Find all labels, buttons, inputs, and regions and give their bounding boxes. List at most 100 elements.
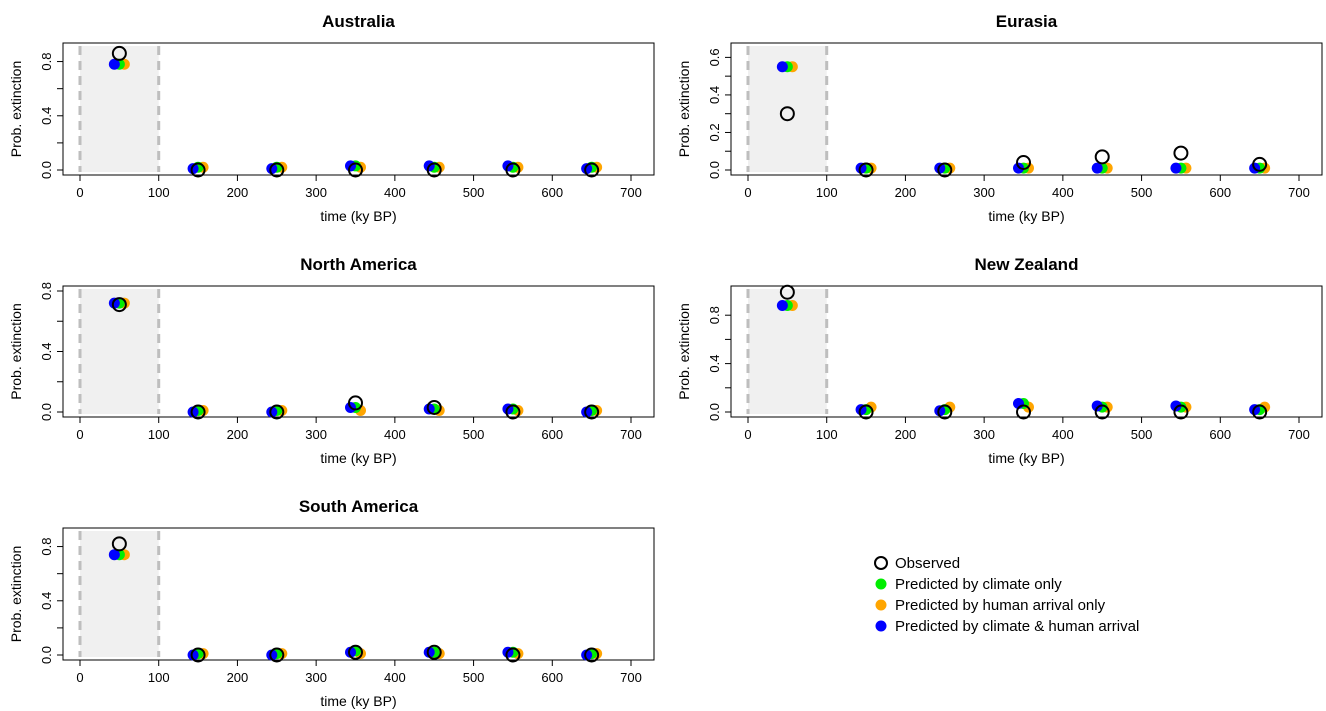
observed-point (348, 162, 363, 178)
y-axis-label: Prob. extinction (8, 61, 24, 158)
y-tick-label: 0.4 (39, 342, 54, 360)
x-tick-label: 200 (895, 427, 917, 442)
observed-point (505, 404, 521, 420)
observed-point (937, 162, 953, 178)
panel-eurasia: Eurasia 0 100 200 300 400 500 600 700 time (ky BP… (676, 12, 1323, 224)
observed-point (190, 647, 206, 663)
predicted-by-climate-human-arrival-point (776, 61, 788, 73)
predicted-by-climate-human-arrival-point (266, 406, 278, 418)
x-axis-label: time (ky BP) (320, 693, 396, 709)
panel-title: South America (299, 497, 419, 516)
plot-frame (730, 42, 1323, 176)
observed-point (111, 45, 127, 61)
plot-frame (62, 527, 655, 661)
y-tick-label: 0.6 (707, 48, 722, 66)
x-tick-label: 600 (541, 670, 563, 685)
x-tick-label: 0 (76, 185, 83, 200)
x-tick-label: 200 (227, 427, 249, 442)
y-tick-label: 0.4 (707, 86, 722, 104)
x-tick-label: 300 (305, 427, 327, 442)
x-tick-label: 300 (305, 670, 327, 685)
legend-label: Predicted by climate only (895, 576, 1062, 593)
x-tick-label: 600 (1209, 185, 1231, 200)
observed-point (584, 404, 600, 420)
predicted-by-climate-human-arrival-point (855, 162, 867, 174)
x-tick-label: 300 (305, 185, 327, 200)
observed-point (1094, 149, 1110, 165)
predicted-by-climate-human-arrival-point (187, 163, 199, 175)
legend-label: Observed (895, 555, 960, 572)
x-axis-label: time (ky BP) (320, 208, 396, 224)
observed-point (111, 297, 127, 313)
x-tick-label: 300 (973, 185, 995, 200)
predicted-by-climate-human-arrival-point (581, 163, 593, 175)
x-tick-label: 100 (816, 185, 838, 200)
y-axis-label: Prob. extinction (676, 61, 692, 158)
legend: Observed Predicted by climate only Predict… (874, 555, 1139, 635)
panel-title: Eurasia (996, 12, 1058, 31)
x-tick-label: 700 (620, 670, 642, 685)
y-tick-label: 0.0 (39, 646, 54, 664)
y-tick-label: 0.8 (39, 538, 54, 556)
y-tick-label: 0.0 (707, 161, 722, 179)
x-tick-label: 0 (76, 427, 83, 442)
y-tick-label: 0.0 (707, 403, 722, 421)
observed-point (937, 404, 953, 420)
predicted-by-climate-human-arrival-point (934, 162, 946, 174)
x-tick-label: 600 (541, 185, 563, 200)
x-tick-label: 100 (148, 670, 170, 685)
y-axis-label: Prob. extinction (8, 546, 24, 643)
x-tick-label: 500 (1131, 427, 1153, 442)
x-tick-label: 700 (620, 427, 642, 442)
x-tick-label: 700 (1288, 427, 1310, 442)
observed-point (111, 536, 127, 552)
x-tick-label: 300 (973, 427, 995, 442)
x-tick-label: 100 (816, 427, 838, 442)
x-tick-label: 600 (541, 427, 563, 442)
x-tick-label: 400 (384, 670, 406, 685)
observed-point (779, 106, 795, 122)
x-tick-label: 400 (384, 185, 406, 200)
observed-point (858, 162, 874, 178)
observed-point (426, 399, 442, 415)
x-axis-label: time (ky BP) (988, 450, 1064, 466)
x-tick-label: 400 (384, 427, 406, 442)
legend-label: Predicted by climate & human arrival (895, 618, 1139, 635)
panel-title: Australia (322, 12, 395, 31)
panel-south-america: South America 0 100 200 300 400 500 600 700 time … (8, 497, 655, 709)
y-tick-label: 0.0 (39, 403, 54, 421)
y-tick-label: 0.0 (39, 161, 54, 179)
observed-point (1252, 404, 1268, 420)
predicted-by-climate-human-arrival-point (581, 649, 593, 661)
observed-point (1094, 404, 1110, 420)
y-tick-label: 0.8 (707, 306, 722, 324)
legend-marker-predicted-by-climate-human-arrival (875, 620, 887, 632)
x-tick-label: 500 (1131, 185, 1153, 200)
y-tick-label: 0.2 (707, 123, 722, 141)
x-tick-label: 0 (744, 185, 751, 200)
observed-point (779, 284, 795, 300)
x-tick-label: 200 (895, 185, 917, 200)
predicted-by-climate-human-arrival-point (1091, 162, 1103, 174)
observed-point (1173, 404, 1189, 420)
y-tick-label: 0.8 (39, 53, 54, 71)
predicted-by-climate-human-arrival-point (1091, 400, 1103, 412)
predicted-by-climate-human-arrival-point (776, 300, 788, 312)
panel-title: North America (300, 255, 417, 274)
legend-marker-predicted-by-climate-only (875, 578, 887, 590)
panel-title: New Zealand (975, 255, 1079, 274)
observed-point (190, 162, 206, 178)
predicted-by-climate-human-arrival-point (108, 549, 120, 561)
x-tick-label: 200 (227, 670, 249, 685)
predicted-by-climate-human-arrival-point (266, 649, 278, 661)
predicted-by-climate-human-arrival-point (187, 649, 199, 661)
x-tick-label: 400 (1052, 185, 1074, 200)
observed-point (858, 404, 874, 420)
predicted-by-climate-human-arrival-point (1170, 400, 1182, 412)
observed-point (505, 162, 521, 178)
panel-north-america: North America 0 100 200 300 400 500 600 700 time … (8, 255, 655, 466)
x-axis-label: time (ky BP) (988, 208, 1064, 224)
observed-point (584, 647, 600, 663)
x-tick-label: 200 (227, 185, 249, 200)
y-tick-label: 0.4 (39, 107, 54, 125)
